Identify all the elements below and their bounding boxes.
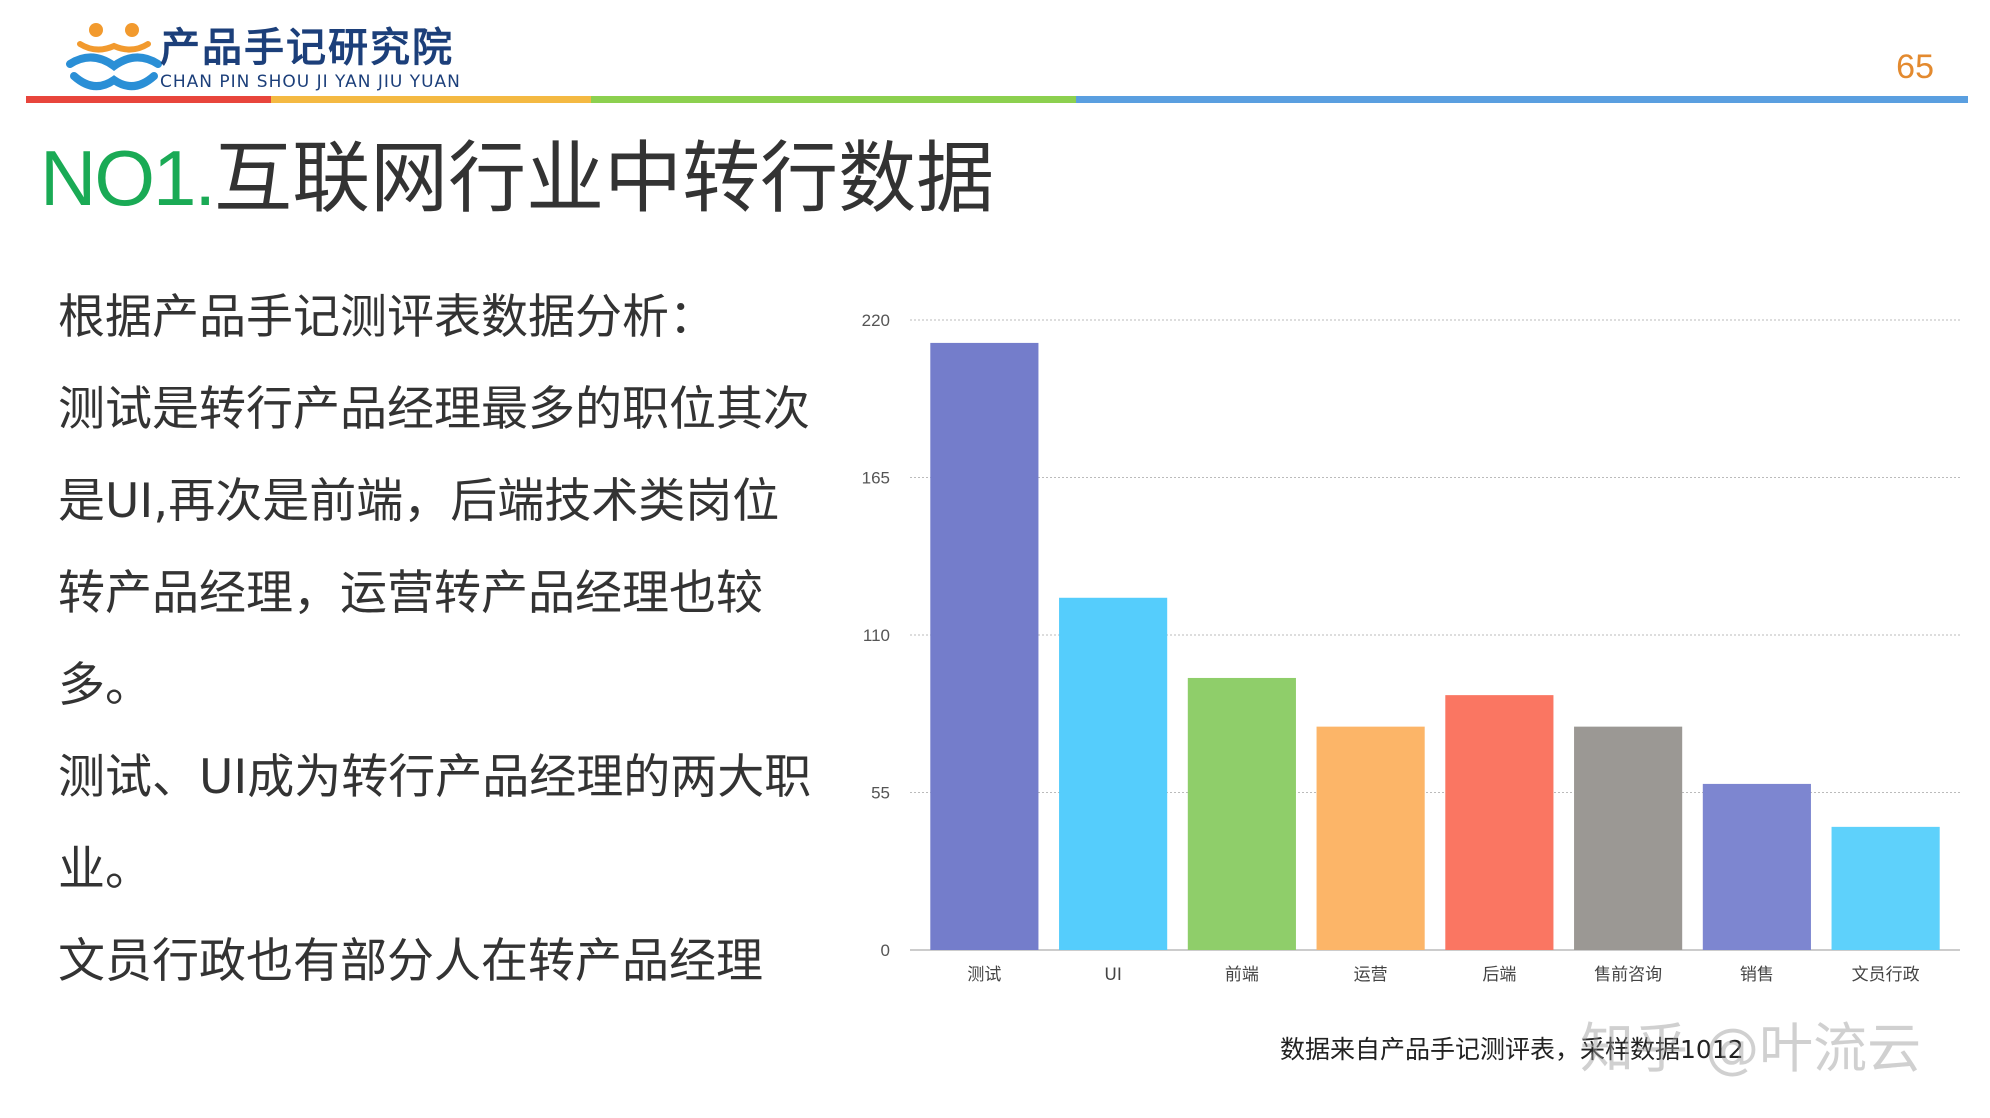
slide-title-prefix: NO1. <box>40 134 216 222</box>
data-source-note: 数据来自产品手记测评表，采样数据1012 <box>1280 1035 1744 1064</box>
bar <box>1316 726 1425 950</box>
y-tick-label: 55 <box>871 784 890 803</box>
y-tick-label: 165 <box>862 469 890 488</box>
bar <box>1574 726 1683 950</box>
divider-segment-red <box>26 96 271 103</box>
bar <box>930 342 1039 951</box>
y-tick-label: 220 <box>862 311 890 330</box>
slide-title-main: 互联网行业中转行数据 <box>214 134 995 224</box>
bar <box>1445 695 1554 950</box>
analysis-paragraph: 测试是转行产品经理最多的职位其次是UI,再次是前端，后端技术类岗位转产品经理，运… <box>58 382 810 713</box>
x-tick-label: 测试 <box>967 965 1001 985</box>
bar <box>1831 826 1940 950</box>
x-tick-label: 前端 <box>1225 965 1259 985</box>
divider-segment-yellow <box>271 96 591 103</box>
logo-subtitle: CHAN PIN SHOU JI YAN JIU YUAN <box>160 72 461 92</box>
analysis-paragraph: 测试、UI成为转行产品经理的两大职业。 <box>58 750 812 897</box>
x-tick-label: UI <box>1104 965 1121 985</box>
bar-chart-svg: 0 55 110 165 220 测试 UI 前端 运营 后端 售前咨询 销售 文员行政 <box>862 311 1960 985</box>
bar <box>1187 677 1296 950</box>
x-tick-label: 文员行政 <box>1852 965 1920 985</box>
x-tick-label: 后端 <box>1482 965 1516 985</box>
analysis-paragraph: 根据产品手记测评表数据分析： <box>58 290 716 345</box>
x-tick-label: 运营 <box>1354 965 1388 985</box>
y-tick-label: 110 <box>863 626 890 645</box>
logo: 产品手记研究院 CHAN PIN SHOU JI YAN JIU YUAN <box>60 16 620 96</box>
bar <box>1059 597 1168 950</box>
logo-title: 产品手记研究院 <box>160 25 454 71</box>
x-tick-label: 销售 <box>1740 965 1774 985</box>
bar-chart: 0 55 110 165 220 测试 UI 前端 运营 后端 售前咨询 销售 文员行政 <box>830 290 1970 1010</box>
rainbow-divider <box>26 96 1968 103</box>
analysis-paragraph: 文员行政也有部分人在转产品经理 <box>58 934 763 989</box>
slide-title: NO1.互联网行业中转行数据 <box>40 130 994 227</box>
bar <box>1702 783 1811 950</box>
divider-segment-blue <box>1076 96 1968 103</box>
divider-segment-green <box>591 96 1076 103</box>
x-tick-label: 售前咨询 <box>1594 965 1662 985</box>
analysis-text: 根据产品手记测评表数据分析： 测试是转行产品经理最多的职位其次是UI,再次是前端… <box>58 272 818 1008</box>
logo-book-icon <box>66 23 162 90</box>
watermark: 知乎 @叶流云 <box>1580 1017 1922 1080</box>
page-number: 65 <box>1896 48 1934 86</box>
y-tick-label: 0 <box>881 941 890 960</box>
